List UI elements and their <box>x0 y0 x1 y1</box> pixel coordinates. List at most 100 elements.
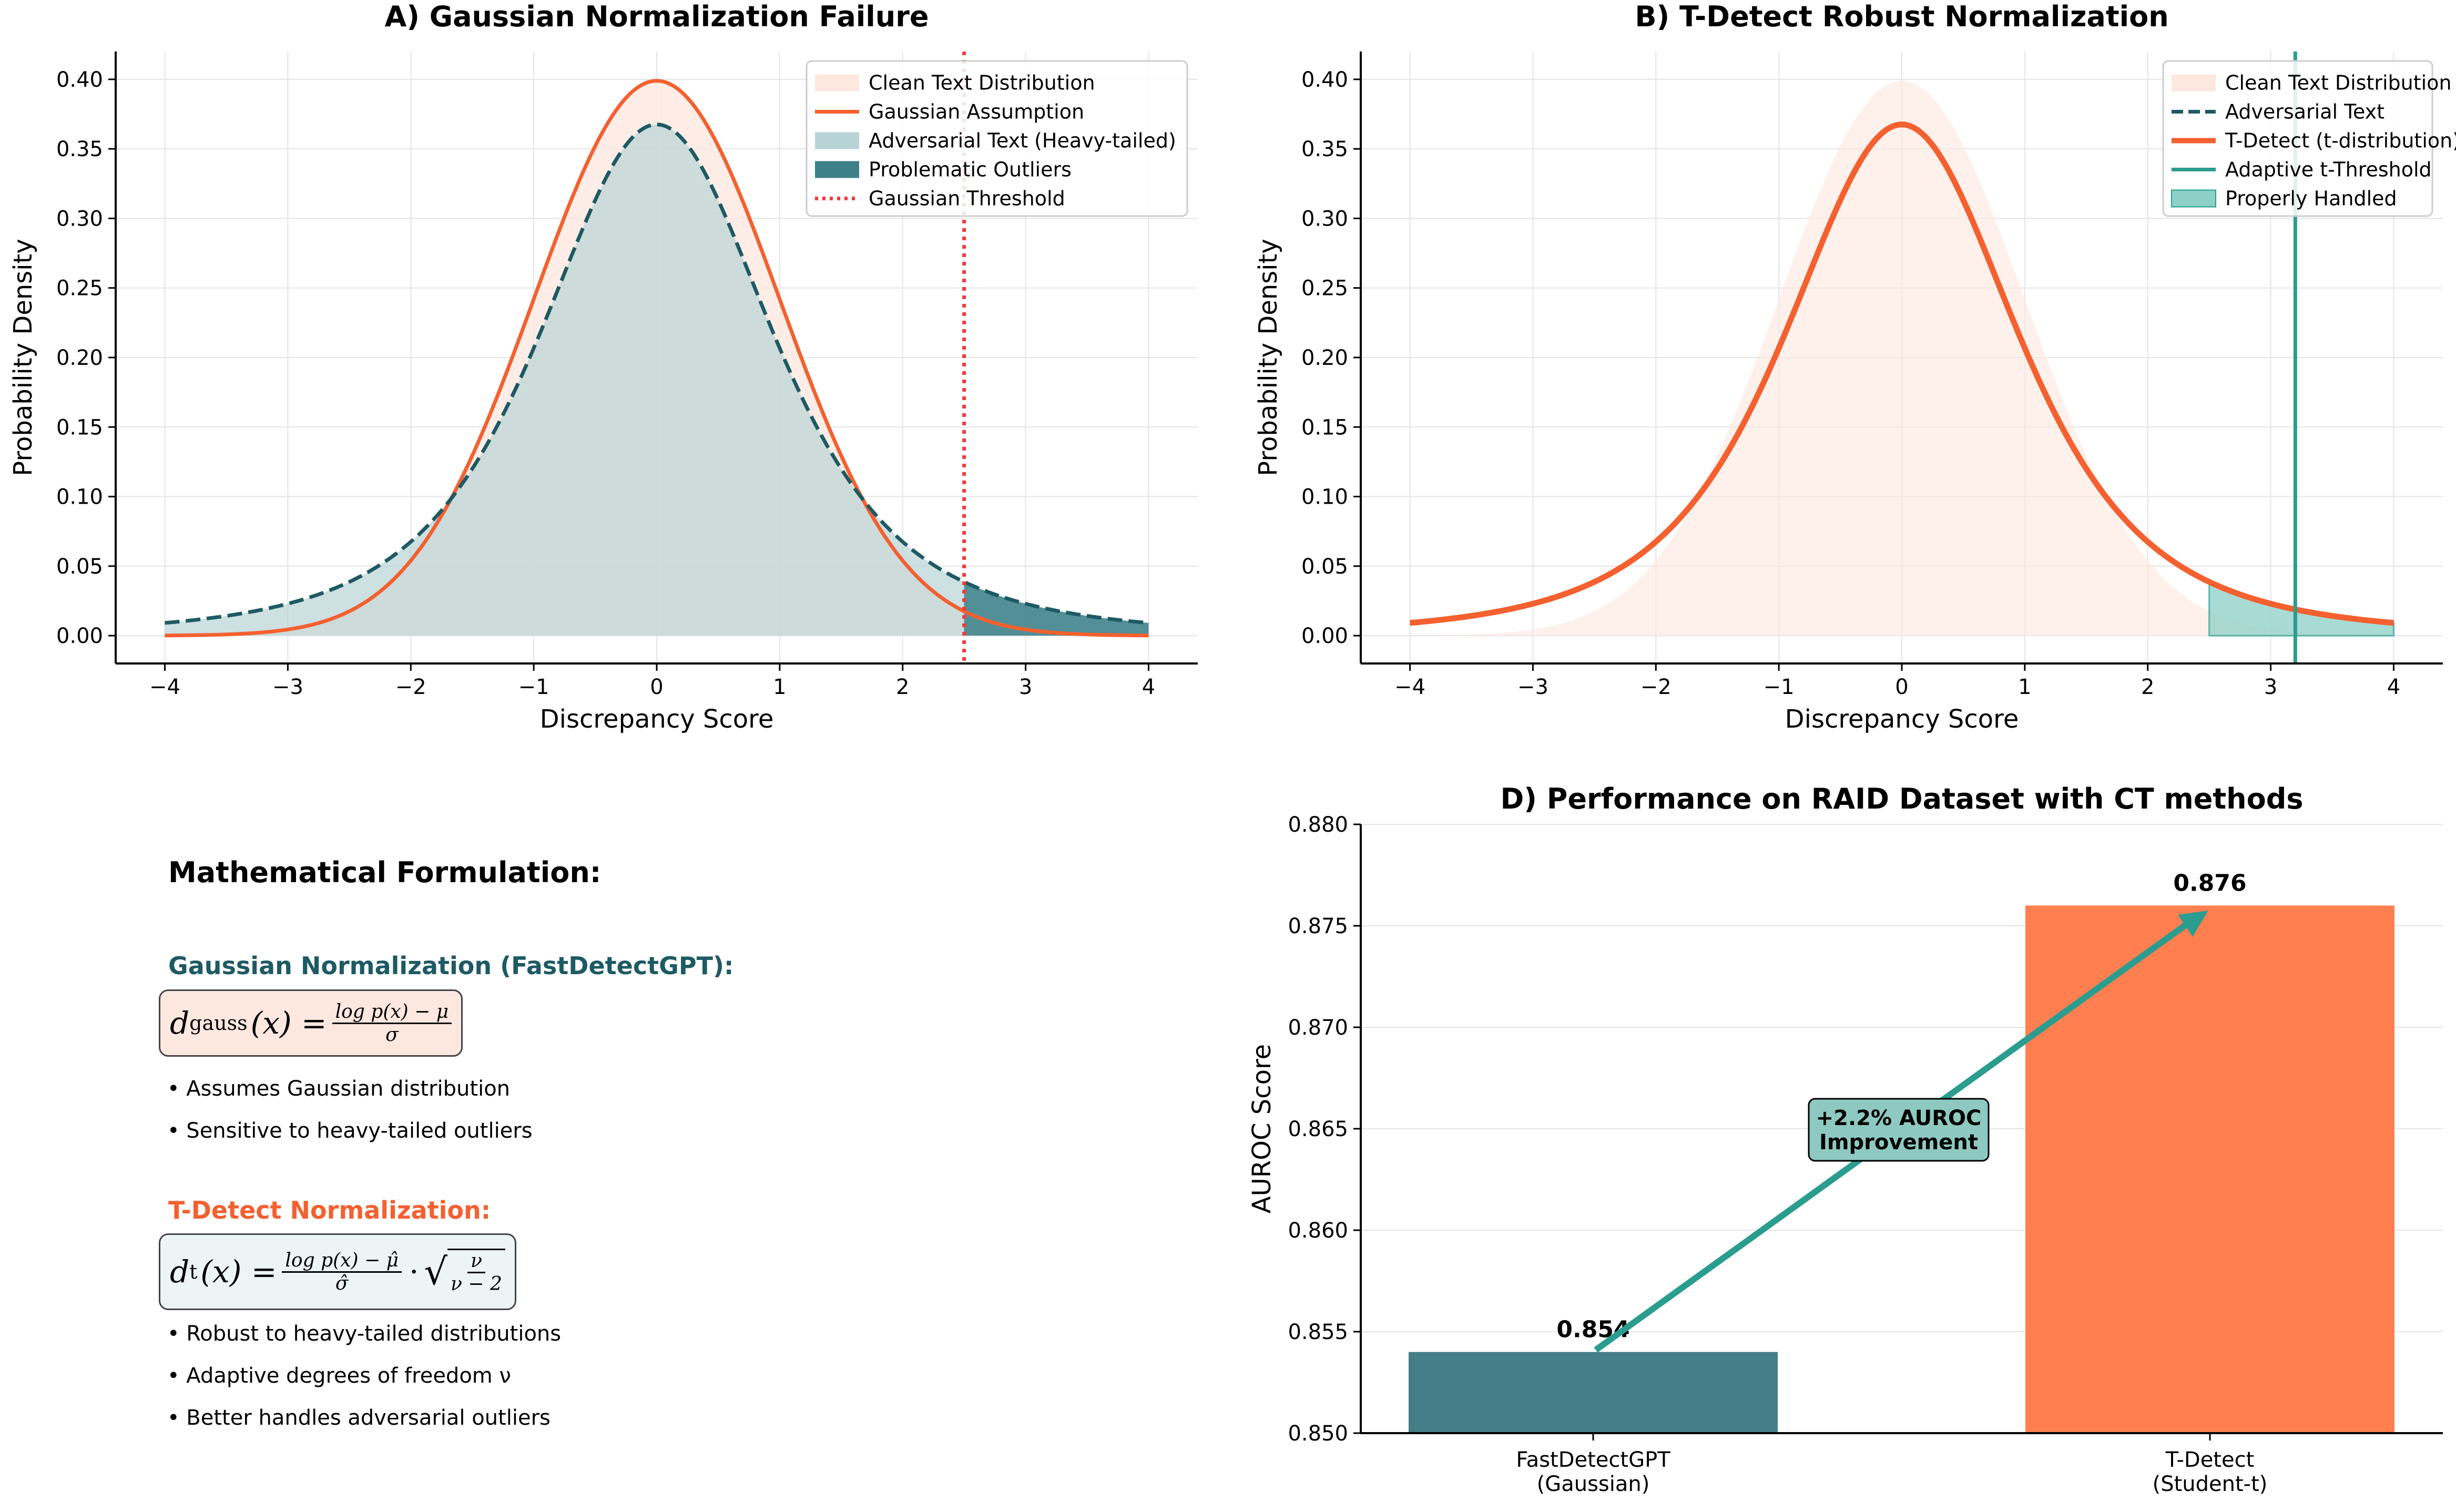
legend-label: Gaussian Assumption <box>869 100 1084 124</box>
outlier-area <box>964 581 1149 636</box>
bar <box>2025 905 2394 1433</box>
annotation-box <box>1808 1098 1990 1162</box>
y-tick-label: 0.25 <box>1301 277 1348 301</box>
formulation-title: Mathematical Formulation: <box>168 856 602 889</box>
y-axis-label: AUROC Score <box>1247 1044 1277 1213</box>
y-tick-label: 0.15 <box>1301 415 1348 440</box>
x-tick-label: 2 <box>2141 675 2154 699</box>
legend-swatch <box>815 132 859 149</box>
gauss-lhs-rest: (x) = <box>250 1005 327 1041</box>
y-axis-label: Probability Density <box>1254 239 1283 476</box>
y-tick-label: 0.05 <box>56 555 103 579</box>
t-fraction: log p(x) − μ̂ σ̂ <box>282 1250 402 1294</box>
x-tick-label: −1 <box>1764 675 1795 699</box>
gauss-heading: Gaussian Normalization (FastDetectGPT): <box>168 952 734 980</box>
bar-value-label: 0.854 <box>1556 1316 1629 1343</box>
t-heading: T-Detect Normalization: <box>168 1196 491 1224</box>
x-tick-label: −4 <box>1394 675 1425 699</box>
t-numerator: log p(x) − μ̂ <box>282 1250 402 1273</box>
y-tick-label: 0.875 <box>1288 914 1348 938</box>
gauss-lhs-d: d <box>170 1005 190 1041</box>
legend-box <box>806 60 1188 217</box>
legend-swatch <box>815 161 859 178</box>
clean-text-area <box>1410 80 2394 636</box>
y-tick-label: 0.05 <box>1301 555 1348 579</box>
t-lhs-d: d <box>170 1254 190 1290</box>
annotation-line-1: +2.2% AUROC <box>1816 1106 1982 1130</box>
y-tick-label: 0.865 <box>1288 1117 1348 1141</box>
legend-label: Adaptive t-Threshold <box>2225 158 2432 181</box>
legend-box <box>2162 60 2433 217</box>
y-tick-label: 0.35 <box>1301 137 1348 161</box>
x-tick-label: 4 <box>2387 675 2400 699</box>
adversarial-area <box>165 124 1149 636</box>
legend-label: Problematic Outliers <box>869 158 1072 181</box>
legend-label: Clean Text Distribution <box>2225 71 2452 95</box>
y-tick-label: 0.10 <box>1301 485 1348 509</box>
gauss-bullet-2: • Sensitive to heavy-tailed outliers <box>167 1119 533 1143</box>
formulation-panel: Mathematical Formulation: Gaussian Norma… <box>0 0 1209 1512</box>
y-tick-label: 0.30 <box>56 207 103 231</box>
y-tick-label: 0.30 <box>1301 207 1348 231</box>
t-dot: · <box>409 1254 419 1290</box>
chart-title: B) T-Detect Robust Normalization <box>1635 0 2168 33</box>
legend-swatch <box>815 74 859 91</box>
y-tick-label: 0.00 <box>56 624 103 648</box>
bar <box>1409 1352 1778 1433</box>
chart-title: D) Performance on RAID Dataset with CT m… <box>1500 782 2303 815</box>
y-axis-label: Probability Density <box>8 239 38 476</box>
legend-label: Adversarial Text <box>2225 100 2384 124</box>
y-tick-label: 0.870 <box>1288 1016 1348 1040</box>
y-tick-label: 0.40 <box>1301 68 1348 92</box>
bar-value-label: 0.876 <box>2173 870 2246 896</box>
legend-label: Gaussian Threshold <box>869 187 1065 210</box>
legend-swatch <box>2172 74 2216 91</box>
x-tick-label: 1 <box>2018 675 2031 699</box>
legend-label: Adversarial Text (Heavy-tailed) <box>869 129 1176 152</box>
gauss-numerator: log p(x) − μ <box>332 1001 452 1024</box>
gauss-lhs-sub: gauss <box>189 1012 248 1035</box>
y-tick-label: 0.00 <box>1301 624 1348 648</box>
y-tick-label: 0.40 <box>56 68 103 92</box>
y-tick-label: 0.20 <box>1301 346 1348 370</box>
x-tick-label: 0 <box>1895 675 1908 699</box>
x-axis-label: Discrepancy Score <box>540 704 774 734</box>
legend-label: Properly Handled <box>2225 187 2397 210</box>
y-tick-label: 0.15 <box>56 415 103 440</box>
annotation-line-2: Improvement <box>1819 1130 1978 1155</box>
x-tick-label: (Student-t) <box>2153 1472 2268 1496</box>
gauss-denominator: σ <box>385 1024 399 1046</box>
x-tick-label: 2 <box>896 675 909 699</box>
x-tick-label: T-Detect <box>2165 1448 2255 1472</box>
x-tick-label: (Gaussian) <box>1537 1472 1650 1496</box>
y-tick-label: 0.880 <box>1288 813 1348 837</box>
t-bullet-1: • Robust to heavy-tailed distributions <box>167 1322 562 1346</box>
y-tick-label: 0.20 <box>56 346 103 370</box>
t-lhs-sub: t <box>189 1260 198 1283</box>
x-tick-label: −4 <box>149 675 180 699</box>
y-tick-label: 0.35 <box>56 137 103 161</box>
x-tick-label: −2 <box>395 675 426 699</box>
t-lhs-rest: (x) = <box>200 1254 277 1290</box>
gauss-bullet-1: • Assumes Gaussian distribution <box>167 1077 511 1101</box>
chart-title: A) Gaussian Normalization Failure <box>384 0 929 33</box>
sqrt-sign: √ <box>424 1250 448 1293</box>
x-tick-label: 3 <box>1019 675 1032 699</box>
improvement-arrowhead <box>2178 910 2208 937</box>
x-tick-label: −3 <box>272 675 303 699</box>
x-tick-label: 1 <box>773 675 786 699</box>
x-tick-label: 0 <box>650 675 663 699</box>
x-tick-label: −1 <box>518 675 549 699</box>
t-sqrt-denominator: ν − 2 <box>451 1273 502 1295</box>
y-tick-label: 0.860 <box>1288 1219 1348 1243</box>
t-sqrt-numerator: ν <box>467 1250 485 1273</box>
t-denominator: σ̂ <box>335 1272 349 1294</box>
y-tick-label: 0.10 <box>56 485 103 509</box>
y-tick-label: 0.855 <box>1288 1320 1348 1344</box>
gaussian-curve <box>165 79 1149 638</box>
